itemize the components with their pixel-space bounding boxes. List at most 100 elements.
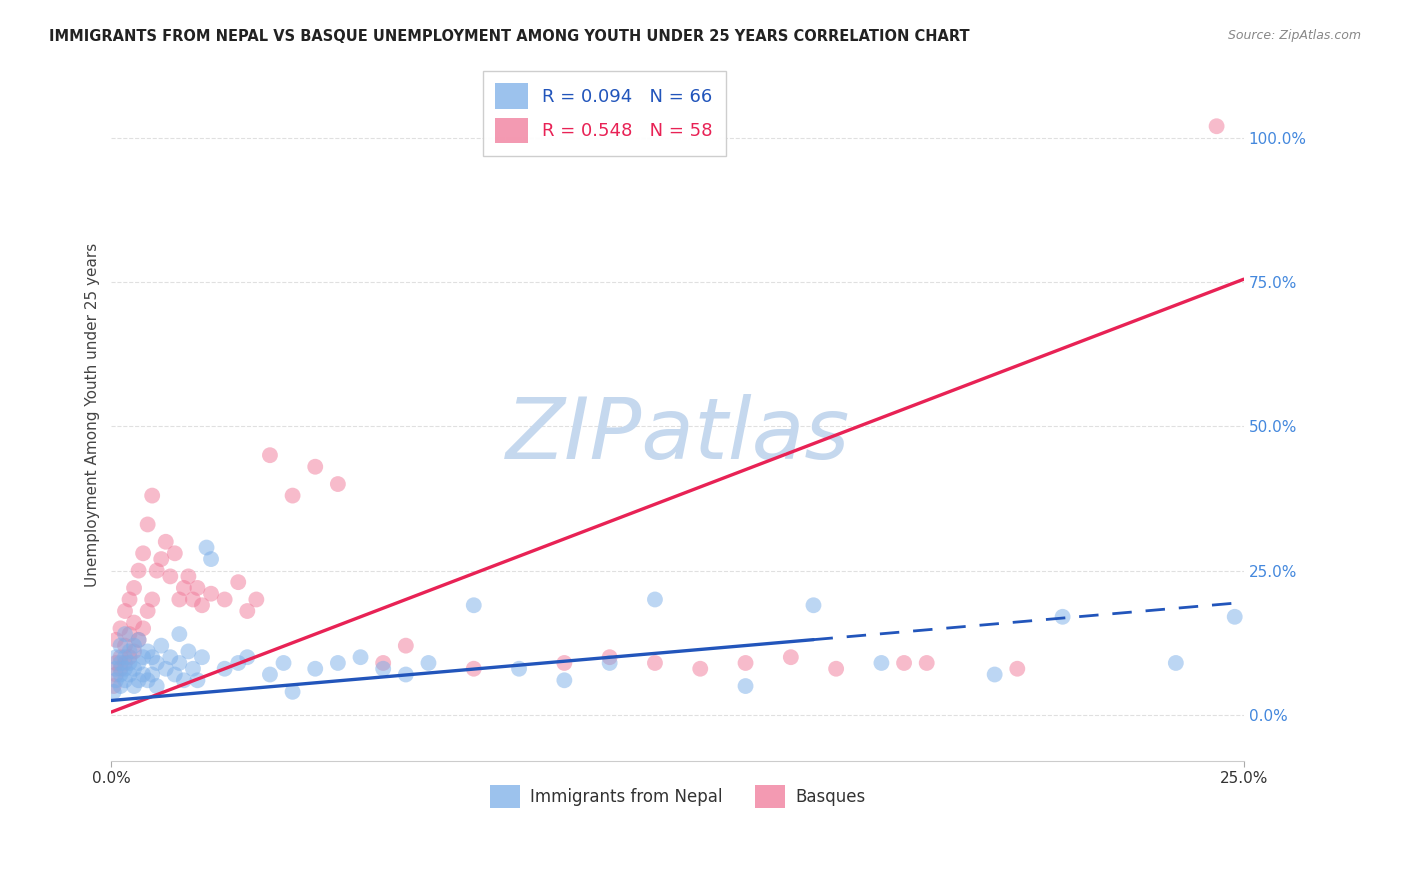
Point — [141, 667, 163, 681]
Point — [304, 662, 326, 676]
Point — [169, 592, 191, 607]
Point — [169, 627, 191, 641]
Point — [132, 667, 155, 681]
Point — [110, 662, 132, 676]
Point — [281, 489, 304, 503]
Point — [132, 621, 155, 635]
Point — [200, 552, 222, 566]
Point — [273, 656, 295, 670]
Point — [734, 656, 756, 670]
Point — [118, 667, 141, 681]
Point — [136, 644, 159, 658]
Point — [155, 662, 177, 676]
Point — [373, 662, 395, 676]
Point — [186, 673, 208, 688]
Point — [1052, 609, 1074, 624]
Point — [122, 679, 145, 693]
Point — [870, 656, 893, 670]
Point — [103, 685, 125, 699]
Point — [150, 552, 173, 566]
Y-axis label: Unemployment Among Youth under 25 years: Unemployment Among Youth under 25 years — [86, 243, 100, 587]
Point — [150, 639, 173, 653]
Point — [110, 667, 132, 681]
Point — [155, 534, 177, 549]
Point — [136, 604, 159, 618]
Point — [141, 592, 163, 607]
Point — [644, 592, 666, 607]
Point — [177, 644, 200, 658]
Point — [236, 604, 259, 618]
Point — [104, 673, 127, 688]
Point — [128, 564, 150, 578]
Point — [599, 656, 621, 670]
Point — [1223, 609, 1246, 624]
Point — [1164, 656, 1187, 670]
Point — [159, 650, 181, 665]
Point — [173, 673, 195, 688]
Point — [110, 679, 132, 693]
Point — [599, 650, 621, 665]
Point — [128, 673, 150, 688]
Point — [118, 592, 141, 607]
Point — [159, 569, 181, 583]
Point — [395, 639, 418, 653]
Point — [304, 459, 326, 474]
Point — [110, 650, 132, 665]
Point — [110, 621, 132, 635]
Point — [118, 627, 141, 641]
Point — [226, 575, 249, 590]
Point — [463, 662, 485, 676]
Point — [553, 656, 575, 670]
Point — [114, 627, 136, 641]
Point — [326, 656, 349, 670]
Point — [893, 656, 915, 670]
Point — [118, 644, 141, 658]
Point — [259, 448, 281, 462]
Point — [195, 541, 218, 555]
Point — [915, 656, 938, 670]
Point — [373, 656, 395, 670]
Point — [236, 650, 259, 665]
Point — [114, 604, 136, 618]
Point — [259, 667, 281, 681]
Point — [181, 662, 204, 676]
Point — [214, 662, 236, 676]
Point — [326, 477, 349, 491]
Point — [983, 667, 1005, 681]
Point — [177, 569, 200, 583]
Point — [173, 581, 195, 595]
Point — [181, 592, 204, 607]
Point — [734, 679, 756, 693]
Point — [136, 517, 159, 532]
Point — [1205, 120, 1227, 134]
Point — [186, 581, 208, 595]
Point — [128, 632, 150, 647]
Point — [104, 632, 127, 647]
Point — [245, 592, 267, 607]
Legend: Immigrants from Nepal, Basques: Immigrants from Nepal, Basques — [482, 778, 872, 815]
Point — [122, 581, 145, 595]
Point — [118, 650, 141, 665]
Point — [163, 667, 186, 681]
Point — [226, 656, 249, 670]
Point — [145, 564, 167, 578]
Point — [122, 639, 145, 653]
Point — [118, 656, 141, 670]
Point — [803, 599, 825, 613]
Point — [114, 656, 136, 670]
Text: Source: ZipAtlas.com: Source: ZipAtlas.com — [1227, 29, 1361, 42]
Point — [110, 639, 132, 653]
Point — [214, 592, 236, 607]
Point — [114, 673, 136, 688]
Point — [191, 650, 214, 665]
Point — [132, 650, 155, 665]
Text: ZIPatlas: ZIPatlas — [506, 394, 849, 477]
Point — [553, 673, 575, 688]
Point — [132, 546, 155, 560]
Point — [128, 656, 150, 670]
Point — [141, 489, 163, 503]
Point — [122, 644, 145, 658]
Point — [104, 662, 127, 676]
Point — [110, 656, 132, 670]
Point — [104, 650, 127, 665]
